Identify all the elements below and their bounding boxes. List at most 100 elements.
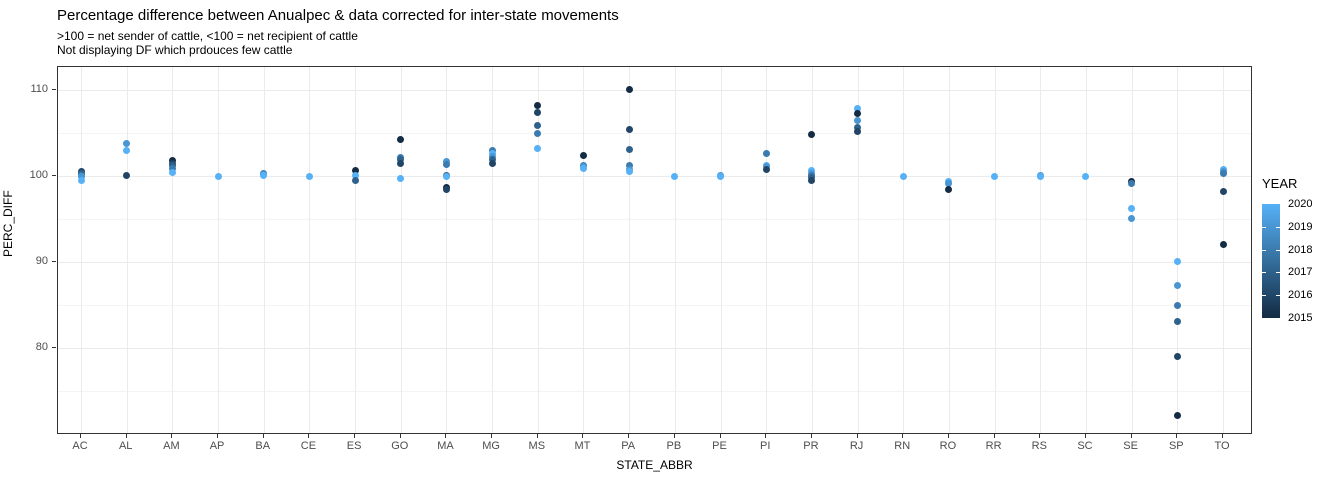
data-point [717,172,725,180]
x-tick-label: AC [72,440,88,452]
data-point [1173,257,1181,265]
legend-tick-mark [1262,272,1266,274]
x-tick-mark [1039,434,1041,438]
x-tick-mark [536,434,538,438]
x-tick-label: ES [346,440,362,452]
data-point [991,172,999,180]
y-tick-mark [52,175,56,177]
x-tick-mark [1222,434,1223,438]
data-point [123,171,131,179]
x-tick-label: MG [482,440,500,452]
data-point [534,145,542,153]
data-point [1128,179,1136,187]
gridline-vertical [218,67,220,433]
data-point [351,176,359,184]
gridline-vertical [172,67,174,433]
x-tick-label: RS [1031,440,1047,452]
data-point [625,126,633,134]
x-tick-label: RJ [849,440,864,452]
x-tick-label: CE [300,440,317,452]
x-tick-label: MT [574,440,591,452]
x-tick-label: AL [118,440,133,452]
y-tick-label: 90 [35,255,48,268]
x-tick-mark [582,434,584,438]
data-point [1036,172,1044,180]
x-tick-label: GO [391,440,409,452]
y-tick-mark [52,261,56,263]
legend-tick-mark [1276,249,1280,251]
data-point [1128,205,1136,213]
data-point [579,164,587,172]
data-point [808,130,816,138]
data-point [762,165,770,173]
x-tick-mark [993,434,995,438]
legend-tick-mark [1262,295,1266,297]
y-tick-label: 100 [29,169,48,182]
x-axis-title: STATE_ABBR [616,458,693,472]
x-tick-label: AM [163,440,180,452]
gridline-vertical [1040,67,1042,433]
x-tick-mark [1130,434,1132,438]
legend-year-label: 2018 [1288,243,1313,256]
data-point [123,140,131,148]
legend-tick-mark [1276,295,1280,297]
data-point [1219,240,1227,248]
x-tick-mark [810,434,812,438]
data-point [442,160,450,168]
x-tick-mark [673,434,675,438]
data-point [1082,172,1090,180]
x-tick-mark [719,434,721,438]
data-point [854,109,862,117]
gridline-vertical [674,67,676,433]
gridline-vertical [629,67,631,433]
gridline-vertical [903,67,905,433]
x-tick-label: BA [255,440,271,452]
data-point [1128,214,1136,222]
x-tick-label: PB [666,440,682,452]
data-point [1173,411,1181,419]
gridline-vertical [1131,67,1133,433]
legend-year-label: 2020 [1288,198,1313,210]
gridline-vertical [1085,67,1087,433]
data-point [1173,318,1181,325]
gridline-vertical [811,67,813,433]
x-tick-mark [354,434,356,438]
gridline-vertical [857,67,859,433]
data-point [534,129,542,137]
y-tick-label: 80 [35,341,48,354]
legend-year-label: 2019 [1288,220,1313,233]
legend-gradient-bar [1262,204,1280,318]
x-tick-mark [947,434,949,438]
data-point [351,171,359,179]
x-tick-mark [1176,434,1178,438]
data-point [488,159,496,167]
gridline-vertical [537,67,539,433]
data-point [625,168,633,176]
x-tick-label: SE [1123,440,1138,452]
x-tick-label: SC [1077,440,1093,452]
data-point [397,135,405,143]
data-point [442,186,450,194]
gridline-minor [58,391,1251,393]
legend-title: YEAR [1262,176,1298,191]
x-tick-mark [80,434,81,438]
x-tick-label: RN [894,440,911,452]
data-point [351,166,359,174]
data-point [579,152,587,160]
x-tick-label: PA [621,440,636,452]
x-tick-mark [262,434,264,438]
gridline-vertical [1223,67,1224,433]
data-point [1219,188,1227,196]
y-tick-label: 110 [30,83,48,96]
x-tick-mark [445,434,447,438]
gridline-major [58,348,1251,350]
data-point [397,175,405,183]
y-axis-title: PERC_DIFF [1,190,15,257]
x-tick-mark [171,434,173,438]
data-point [671,172,679,180]
gridline-vertical [492,67,494,433]
data-point [442,172,450,180]
data-point [123,146,131,154]
x-tick-label: TO [1214,440,1230,452]
data-point [625,85,633,93]
